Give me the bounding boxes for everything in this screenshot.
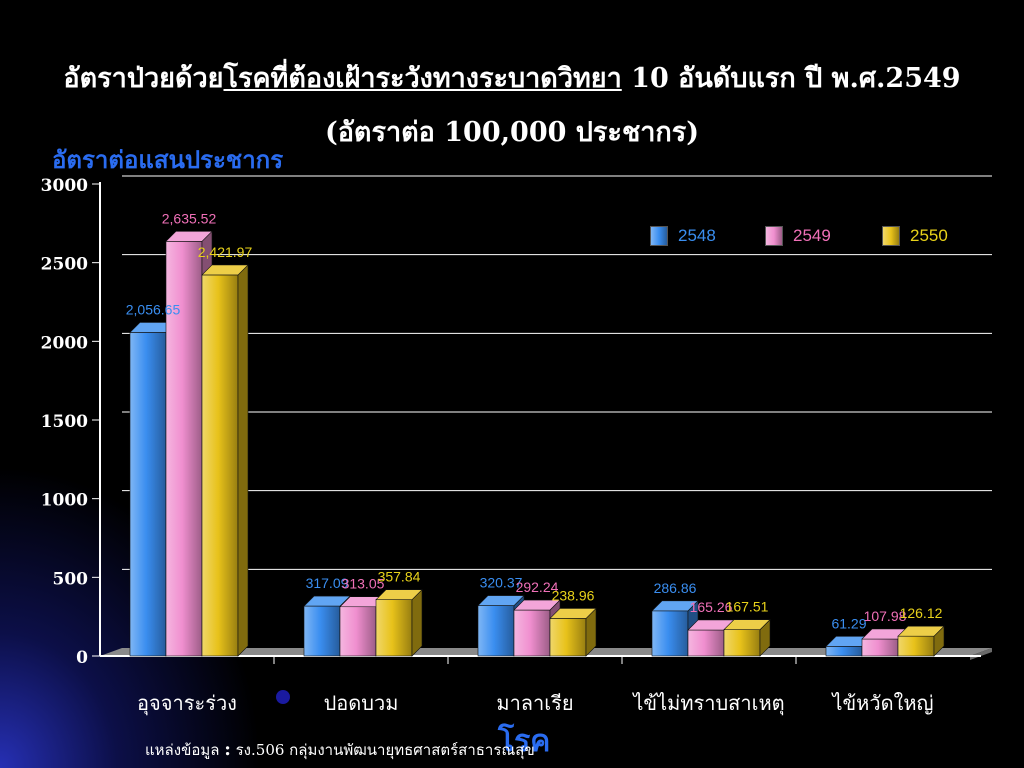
data-label: 2,421.97 — [198, 244, 253, 260]
data-label: 317.09 — [306, 575, 349, 591]
x-tick-label: มาลาเรีย — [496, 691, 573, 715]
legend-label: 2550 — [910, 226, 948, 245]
data-label: 292.24 — [516, 579, 559, 595]
bar-top — [897, 625, 945, 637]
y-tick-label: 2000 — [41, 333, 88, 353]
x-tick-label: ปอดบวม — [324, 691, 399, 715]
legend-item-2549: 2549 — [765, 226, 831, 246]
bar-2550-2 — [549, 618, 587, 657]
y-tick-label: 500 — [53, 569, 89, 589]
y-tick-label: 1000 — [41, 491, 88, 511]
slide-title-underlined: โรคที่ต้องเฝ้าระวังทางระบาดวิทยา — [223, 63, 622, 94]
data-label: 61.29 — [831, 615, 866, 631]
bar-2550-1 — [375, 599, 413, 657]
legend-label: 2548 — [678, 226, 716, 245]
legend-swatch — [650, 226, 668, 246]
source-label: แหล่งข้อมูล — [145, 741, 220, 759]
slide-title: อัตราป่วยด้วยโรคที่ต้องเฝ้าระวังทางระบาด… — [63, 63, 961, 94]
data-label: 313.05 — [342, 576, 385, 592]
data-label: 2,056.65 — [126, 301, 181, 317]
bar-top — [375, 589, 423, 600]
bar-2549-4 — [861, 638, 899, 657]
data-label: 286.86 — [654, 580, 697, 596]
data-source: แหล่งข้อมูล : รง.506 กลุ่มงานพัฒนายุทธศา… — [145, 739, 535, 760]
data-label: 357.84 — [378, 569, 421, 585]
data-label: 107.98 — [864, 608, 907, 624]
data-label: 167.51 — [726, 599, 769, 615]
bar-top — [165, 231, 213, 242]
legend-item-2550: 2550 — [882, 226, 948, 246]
bar-2548-0 — [129, 332, 167, 657]
bar-2548-3 — [651, 610, 689, 657]
bar-2549-2 — [513, 609, 551, 657]
bar-side — [237, 264, 249, 657]
bar-2548-2 — [477, 605, 515, 657]
bar-2550-4 — [897, 635, 935, 657]
bar-2549-1 — [339, 606, 377, 657]
bar-2548-4 — [825, 646, 863, 657]
bar-2549-3 — [687, 629, 725, 657]
bar-2550-3 — [723, 629, 761, 657]
bar-top — [513, 599, 561, 611]
bar-top — [549, 608, 597, 619]
y-tick-label: 1500 — [41, 412, 88, 432]
bar-side — [411, 588, 423, 657]
y-tick-label: 0 — [76, 648, 88, 668]
data-label: 320.37 — [480, 575, 523, 591]
y-axis-title: อัตราต่อแสนประชากร — [52, 145, 284, 174]
legend-swatch — [765, 226, 783, 246]
source-text: รง.506 กลุ่มงานพัฒนายุทธศาสตร์สาธารณสุข — [230, 741, 535, 759]
bar-top — [477, 595, 525, 606]
legend-swatch — [882, 226, 900, 246]
data-label: 238.96 — [552, 587, 595, 603]
bar-top — [651, 600, 699, 612]
bar-top — [303, 595, 351, 607]
bar-top — [201, 264, 249, 276]
slide-subtitle: (อัตราต่อ 100,000 ประชากร) — [324, 117, 700, 148]
x-axis-title: โรค — [498, 724, 551, 759]
bar-top — [723, 619, 771, 630]
x-tick-label: ไข้หวัดใหญ่ — [830, 691, 933, 715]
x-tick-label: ไข้ไม่ทราบสาเหตุ — [631, 691, 784, 716]
legend-label: 2549 — [793, 226, 831, 245]
x-tick-label: อุจจาระร่วง — [137, 691, 237, 716]
data-label: 2,635.52 — [162, 210, 217, 226]
bar-2548-1 — [303, 605, 341, 657]
legend-item-2548: 2548 — [650, 226, 716, 246]
bar-2550-0 — [201, 274, 239, 657]
y-tick-label: 2500 — [41, 255, 88, 275]
bullet-dot — [276, 690, 290, 704]
y-tick-label: 3000 — [41, 176, 88, 196]
data-label: 165.26 — [690, 599, 733, 615]
data-label: 126.12 — [900, 605, 943, 621]
